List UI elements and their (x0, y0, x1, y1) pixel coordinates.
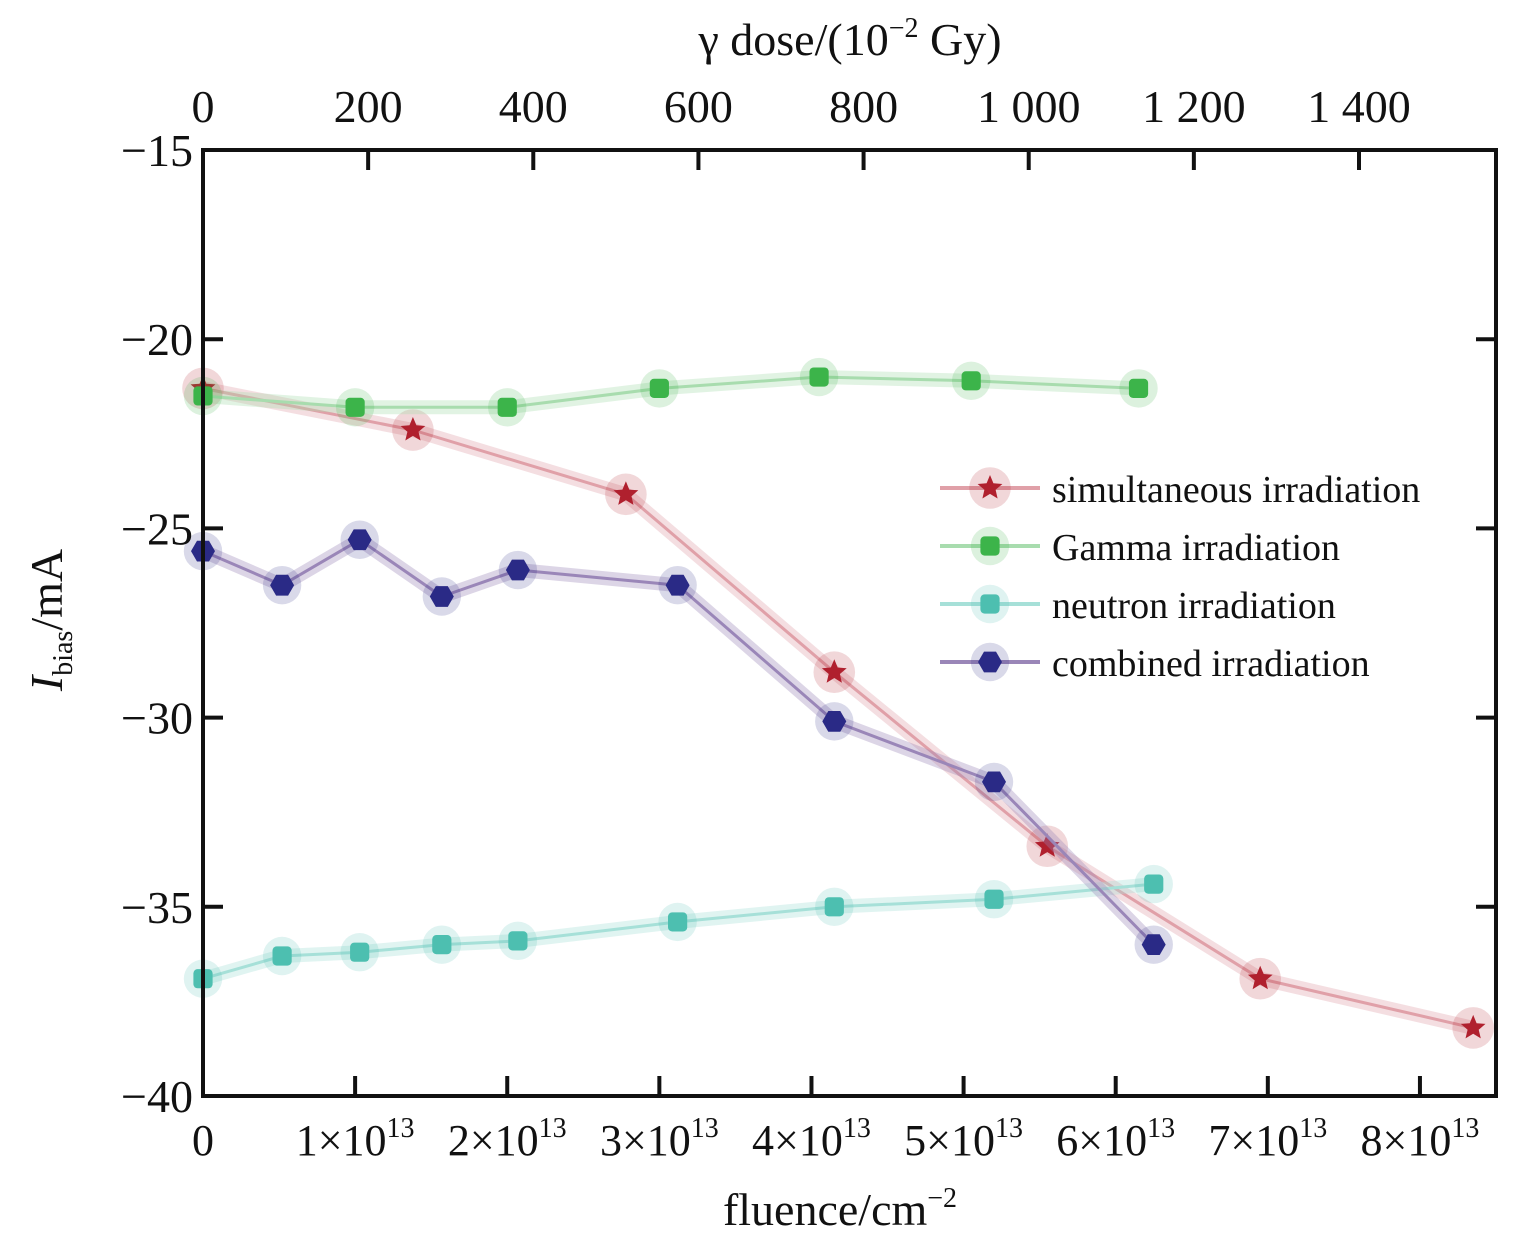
tick-layer: −15−20−25−30−35−400 1×1013 2×1013 3×1013 4×1… (121, 81, 1496, 1165)
x-tick-label: 3×1013 (600, 1113, 719, 1165)
legend-marker (969, 467, 1011, 509)
legend-label: neutron irradiation (1052, 585, 1336, 627)
x-tick-label: 6×1013 (1056, 1113, 1175, 1165)
series-combined-irradiation (183, 520, 1173, 964)
x-tick-label: 8×1013 (1361, 1113, 1480, 1165)
data-point (605, 473, 647, 516)
data-point (1026, 825, 1069, 868)
series-layer (182, 357, 1494, 1049)
plot-frame (201, 148, 1498, 1098)
x-tick-label: 0 (192, 1116, 214, 1165)
y-axis-title: Ibias/mA (21, 549, 79, 692)
x-tick-label: 2×1013 (448, 1113, 567, 1165)
data-point (799, 357, 839, 397)
legend: simultaneous irradiation Gamma irradiatio… (940, 467, 1420, 685)
series-simultaneous-irradiation (182, 367, 1494, 1049)
legend-label: simultaneous irradiation (1052, 469, 1420, 511)
x-axis-title: fluence/cm−2 (723, 1183, 957, 1235)
data-point (815, 702, 854, 741)
data-point (1239, 957, 1282, 1000)
top-tick-label: 1 400 (1307, 81, 1411, 132)
top-tick-label: 0 (192, 81, 215, 132)
data-point (262, 936, 302, 976)
x-tick-label: 7×1013 (1208, 1113, 1327, 1165)
data-point (974, 762, 1014, 802)
legend-label: Gamma irradiation (1052, 527, 1340, 569)
top-tick-label: 200 (334, 81, 403, 132)
x-tick-label: 4×1013 (752, 1113, 871, 1165)
y-tick-label: −35 (121, 882, 193, 933)
y-tick-label: −30 (121, 693, 193, 744)
data-point (498, 921, 538, 961)
series-neutron-irradiation (183, 864, 1173, 998)
legend-item: simultaneous irradiation (940, 467, 1420, 511)
data-point (1119, 369, 1158, 408)
data-point (1134, 864, 1173, 904)
x-tick-label: 5×1013 (904, 1113, 1023, 1165)
data-point (815, 887, 854, 926)
data-point (951, 361, 991, 401)
data-point (488, 388, 527, 427)
data-point (392, 409, 434, 451)
data-point (340, 520, 379, 559)
data-point (340, 933, 379, 972)
data-point (422, 925, 462, 964)
y-tick-label: −25 (121, 503, 193, 554)
y-tick-label: −40 (121, 1071, 193, 1122)
top-tick-label: 600 (664, 81, 733, 132)
legend-item: Gamma irradiation (940, 526, 1340, 569)
data-point (658, 902, 697, 942)
data-point (1452, 1007, 1494, 1049)
top-tick-label: 400 (499, 81, 568, 132)
legend-marker (970, 642, 1010, 682)
legend-marker (970, 526, 1010, 566)
legend-label: combined irradiation (1052, 643, 1370, 685)
x-tick-label: 1×1013 (296, 1113, 415, 1165)
top-tick-label: 1 200 (1142, 81, 1246, 132)
data-point (658, 565, 697, 605)
data-point (640, 369, 679, 408)
legend-item: combined irradiation (940, 642, 1370, 685)
top-tick-label: 800 (829, 81, 898, 132)
legend-item: neutron irradiation (940, 584, 1336, 627)
y-tick-label: −20 (121, 314, 193, 365)
data-point (1134, 925, 1173, 964)
legend-marker (970, 584, 1010, 624)
axis-labels: γ dose/(10−2 Gy) fluence/cm−2 Ibias/mA (21, 13, 1002, 1235)
y-tick-label: −15 (121, 125, 193, 176)
data-point (335, 388, 375, 427)
data-point (262, 565, 302, 605)
data-point (813, 651, 856, 693)
data-point (498, 550, 538, 590)
top-tick-label: 1 000 (977, 81, 1081, 132)
data-point (974, 880, 1014, 919)
data-point (422, 577, 462, 616)
top-axis-title: γ dose/(10−2 Gy) (697, 13, 1001, 65)
